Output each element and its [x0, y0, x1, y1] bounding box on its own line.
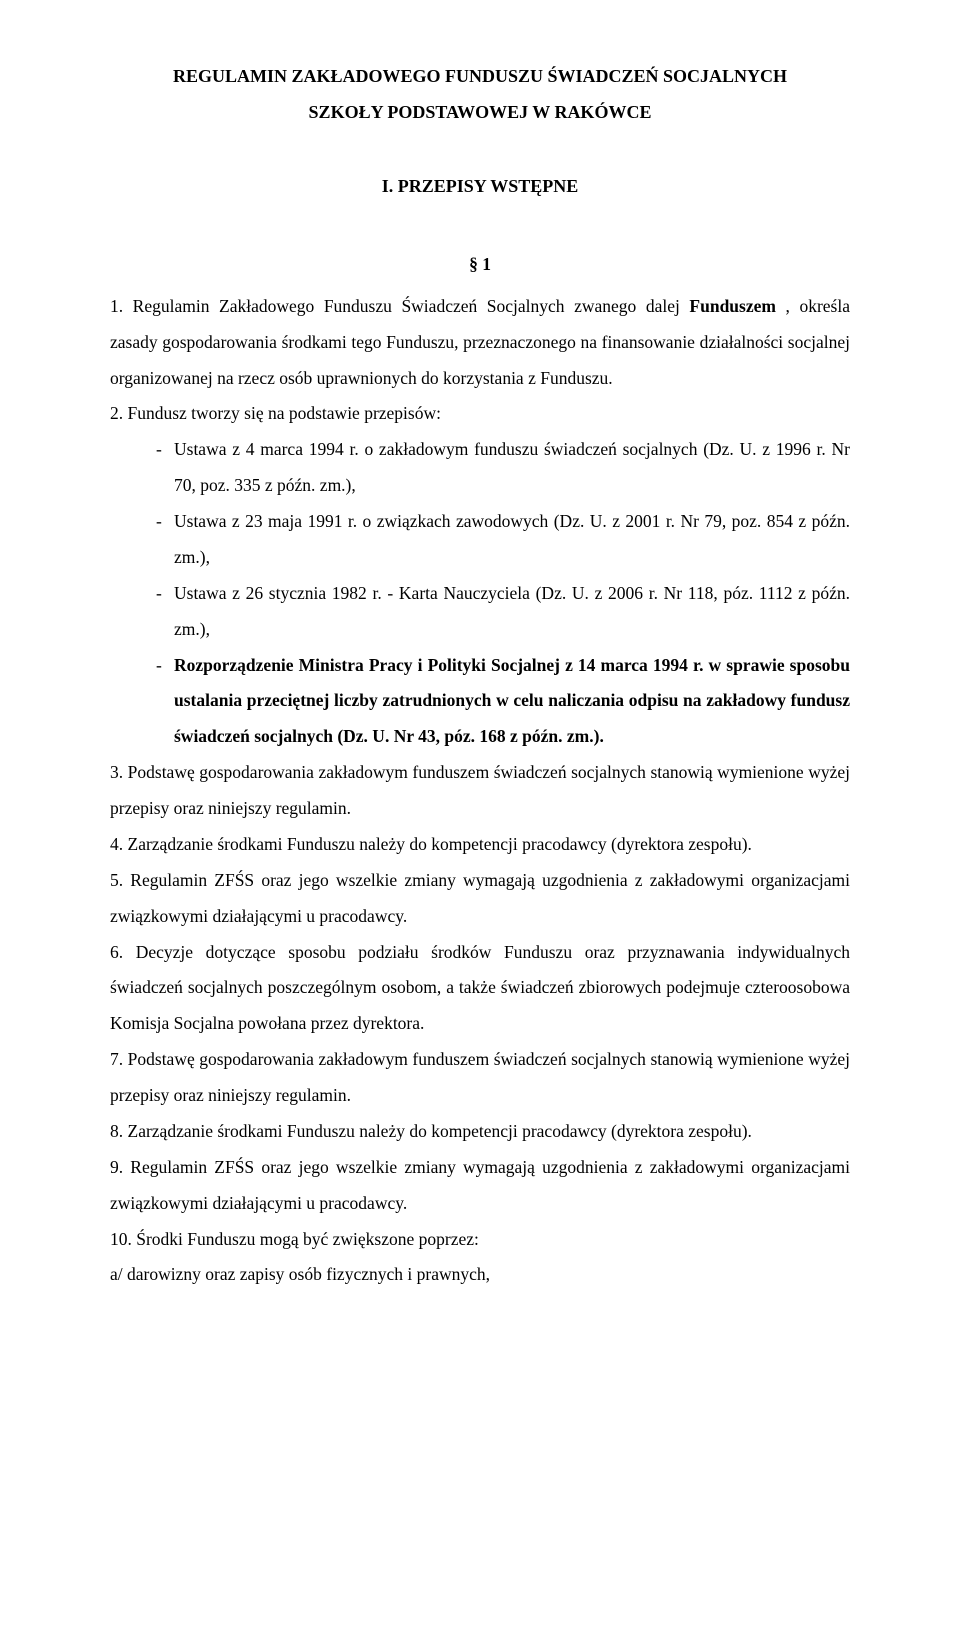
- document-title: REGULAMIN ZAKŁADOWEGO FUNDUSZU ŚWIADCZEŃ…: [110, 58, 850, 130]
- paragraph-9: 9. Regulamin ZFŚS oraz jego wszelkie zmi…: [110, 1150, 850, 1222]
- section-heading: I. PRZEPISY WSTĘPNE: [110, 168, 850, 205]
- paragraph-7: 7. Podstawę gospodarowania zakładowym fu…: [110, 1042, 850, 1114]
- list-dash: -: [156, 504, 174, 576]
- paragraph-4: 4. Zarządzanie środkami Funduszu należy …: [110, 827, 850, 863]
- list-item: - Ustawa z 4 marca 1994 r. o zakładowym …: [156, 432, 850, 504]
- list-dash: -: [156, 648, 174, 756]
- title-line-1: REGULAMIN ZAKŁADOWEGO FUNDUSZU ŚWIADCZEŃ…: [110, 58, 850, 94]
- paragraph-2: 2. Fundusz tworzy się na podstawie przep…: [110, 396, 850, 432]
- p1-part-a: 1. Regulamin Zakładowego Funduszu Świadc…: [110, 296, 689, 316]
- list-item: - Rozporządzenie Ministra Pracy i Polity…: [156, 648, 850, 756]
- list-dash: -: [156, 432, 174, 504]
- paragraph-10a: a/ darowizny oraz zapisy osób fizycznych…: [110, 1257, 850, 1293]
- list-dash: -: [156, 576, 174, 648]
- paragraph-8: 8. Zarządzanie środkami Funduszu należy …: [110, 1114, 850, 1150]
- list-text-1: Ustawa z 4 marca 1994 r. o zakładowym fu…: [174, 432, 850, 504]
- paragraph-number: § 1: [110, 247, 850, 283]
- p1-part-b: Funduszem: [689, 296, 776, 316]
- document-page: REGULAMIN ZAKŁADOWEGO FUNDUSZU ŚWIADCZEŃ…: [0, 0, 960, 1353]
- spacer: [110, 213, 850, 241]
- paragraph-1: 1. Regulamin Zakładowego Funduszu Świadc…: [110, 289, 850, 397]
- list-text-4: Rozporządzenie Ministra Pracy i Polityki…: [174, 648, 850, 756]
- paragraph-10: 10. Środki Funduszu mogą być zwiększone …: [110, 1222, 850, 1258]
- paragraph-3: 3. Podstawę gospodarowania zakładowym fu…: [110, 755, 850, 827]
- title-line-2: SZKOŁY PODSTAWOWEJ W RAKÓWCE: [110, 94, 850, 130]
- list-item: - Ustawa z 23 maja 1991 r. o związkach z…: [156, 504, 850, 576]
- body-text: 1. Regulamin Zakładowego Funduszu Świadc…: [110, 289, 850, 1294]
- paragraph-5: 5. Regulamin ZFŚS oraz jego wszelkie zmi…: [110, 863, 850, 935]
- list-text-3: Ustawa z 26 stycznia 1982 r. - Karta Nau…: [174, 576, 850, 648]
- list-item: - Ustawa z 26 stycznia 1982 r. - Karta N…: [156, 576, 850, 648]
- paragraph-6: 6. Decyzje dotyczące sposobu podziału śr…: [110, 935, 850, 1043]
- list-text-2: Ustawa z 23 maja 1991 r. o związkach zaw…: [174, 504, 850, 576]
- bullet-list: - Ustawa z 4 marca 1994 r. o zakładowym …: [110, 432, 850, 755]
